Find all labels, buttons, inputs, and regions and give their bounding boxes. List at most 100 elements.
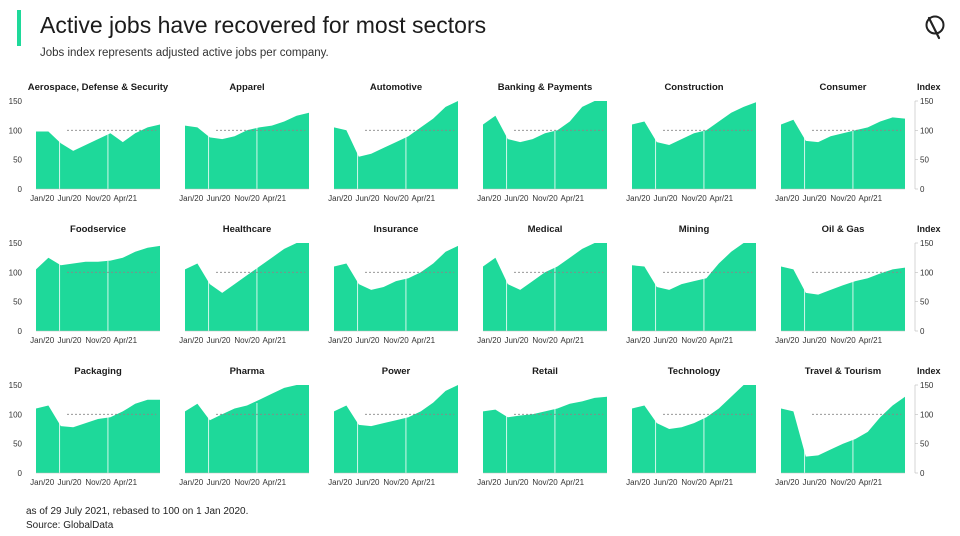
right-y-tick-label: 50 <box>920 298 929 307</box>
series-area <box>632 385 756 473</box>
x-tick-label: Jun/20 <box>355 336 380 345</box>
panel-title: Power <box>382 366 411 377</box>
x-tick-label: Apr/21 <box>560 478 584 487</box>
x-tick-label: Jan/20 <box>328 336 353 345</box>
x-tick-label: Apr/21 <box>858 336 882 345</box>
series-area <box>36 399 160 473</box>
panel-title: Pharma <box>230 366 266 377</box>
series-area <box>334 385 458 473</box>
series-area <box>483 101 607 189</box>
panel-title: Insurance <box>374 224 419 235</box>
y-tick-label: 50 <box>13 298 22 307</box>
x-tick-label: Jun/20 <box>57 478 82 487</box>
right-axis-label: Index <box>917 224 941 234</box>
x-tick-label: Nov/20 <box>383 336 409 345</box>
right-axis-label: Index <box>917 366 941 376</box>
footnote: as of 29 July 2021, rebased to 100 on 1 … <box>26 505 248 533</box>
x-tick-label: Nov/20 <box>830 194 856 203</box>
x-tick-label: Apr/21 <box>709 194 733 203</box>
x-tick-label: Nov/20 <box>234 478 260 487</box>
y-tick-label: 0 <box>18 185 23 194</box>
y-tick-label: 150 <box>9 381 23 390</box>
x-tick-label: Jan/20 <box>626 478 651 487</box>
x-tick-label: Jun/20 <box>802 336 827 345</box>
series-area <box>483 243 607 331</box>
panel-title: Travel & Tourism <box>805 366 881 377</box>
x-tick-label: Apr/21 <box>113 194 137 203</box>
y-tick-label: 0 <box>18 327 23 336</box>
y-tick-label: 0 <box>18 469 23 478</box>
series-area <box>632 243 756 331</box>
x-tick-label: Jan/20 <box>626 194 651 203</box>
x-tick-label: Nov/20 <box>681 478 707 487</box>
series-area <box>781 396 905 473</box>
series-area <box>185 385 309 473</box>
x-tick-label: Apr/21 <box>560 194 584 203</box>
y-tick-label: 50 <box>13 440 22 449</box>
x-tick-label: Apr/21 <box>262 336 286 345</box>
right-y-tick-label: 50 <box>920 440 929 449</box>
series-area <box>483 396 607 473</box>
x-tick-label: Jan/20 <box>775 336 800 345</box>
panel-title: Technology <box>668 366 721 377</box>
x-tick-label: Jan/20 <box>328 478 353 487</box>
right-y-tick-label: 100 <box>920 268 934 277</box>
panel-title: Mining <box>679 224 710 235</box>
x-tick-label: Jan/20 <box>775 194 800 203</box>
right-y-tick-label: 150 <box>920 381 934 390</box>
x-tick-label: Nov/20 <box>85 336 111 345</box>
series-area <box>185 112 309 189</box>
footnote-note: as of 29 July 2021, rebased to 100 on 1 … <box>26 506 249 517</box>
panel-title: Banking & Payments <box>498 82 593 93</box>
panel-title: Healthcare <box>223 224 272 235</box>
x-tick-label: Jun/20 <box>504 336 529 345</box>
right-y-tick-label: 150 <box>920 97 934 106</box>
x-tick-label: Jun/20 <box>355 478 380 487</box>
right-y-tick-label: 0 <box>920 327 925 336</box>
panel-title: Oil & Gas <box>822 224 865 235</box>
y-tick-label: 100 <box>9 410 23 419</box>
x-tick-label: Apr/21 <box>113 336 137 345</box>
y-tick-label: 100 <box>9 268 23 277</box>
y-tick-label: 150 <box>9 239 23 248</box>
x-tick-label: Jan/20 <box>477 478 502 487</box>
x-tick-label: Jun/20 <box>504 194 529 203</box>
x-tick-label: Jun/20 <box>355 194 380 203</box>
x-tick-label: Jan/20 <box>179 194 204 203</box>
x-tick-label: Nov/20 <box>85 478 111 487</box>
x-tick-label: Jun/20 <box>802 478 827 487</box>
panel-title: Automotive <box>370 82 422 93</box>
panel-title: Retail <box>532 366 558 377</box>
series-area <box>334 245 458 331</box>
x-tick-label: Apr/21 <box>113 478 137 487</box>
series-area <box>36 124 160 189</box>
x-tick-label: Jun/20 <box>206 478 231 487</box>
x-tick-label: Nov/20 <box>532 336 558 345</box>
y-tick-label: 100 <box>9 126 23 135</box>
panel-title: Consumer <box>820 82 867 93</box>
x-tick-label: Nov/20 <box>681 194 707 203</box>
x-tick-label: Nov/20 <box>383 478 409 487</box>
x-tick-label: Jan/20 <box>477 336 502 345</box>
right-y-tick-label: 100 <box>920 410 934 419</box>
right-axis-label: Index <box>917 82 941 92</box>
x-tick-label: Nov/20 <box>383 194 409 203</box>
x-tick-label: Jan/20 <box>30 194 55 203</box>
x-tick-label: Apr/21 <box>709 478 733 487</box>
panel-title: Foodservice <box>70 224 126 235</box>
series-area <box>781 266 905 331</box>
x-tick-label: Jan/20 <box>477 194 502 203</box>
x-tick-label: Jun/20 <box>206 336 231 345</box>
globaldata-logo-icon <box>925 15 945 40</box>
x-tick-label: Nov/20 <box>830 336 856 345</box>
x-tick-label: Jun/20 <box>504 478 529 487</box>
y-tick-label: 150 <box>9 97 23 106</box>
right-y-tick-label: 100 <box>920 126 934 135</box>
x-tick-label: Jun/20 <box>653 478 678 487</box>
right-y-tick-label: 150 <box>920 239 934 248</box>
x-tick-label: Nov/20 <box>234 194 260 203</box>
page-subtitle: Jobs index represents adjusted active jo… <box>40 47 329 59</box>
right-y-tick-label: 0 <box>920 469 925 478</box>
x-tick-label: Jan/20 <box>30 478 55 487</box>
